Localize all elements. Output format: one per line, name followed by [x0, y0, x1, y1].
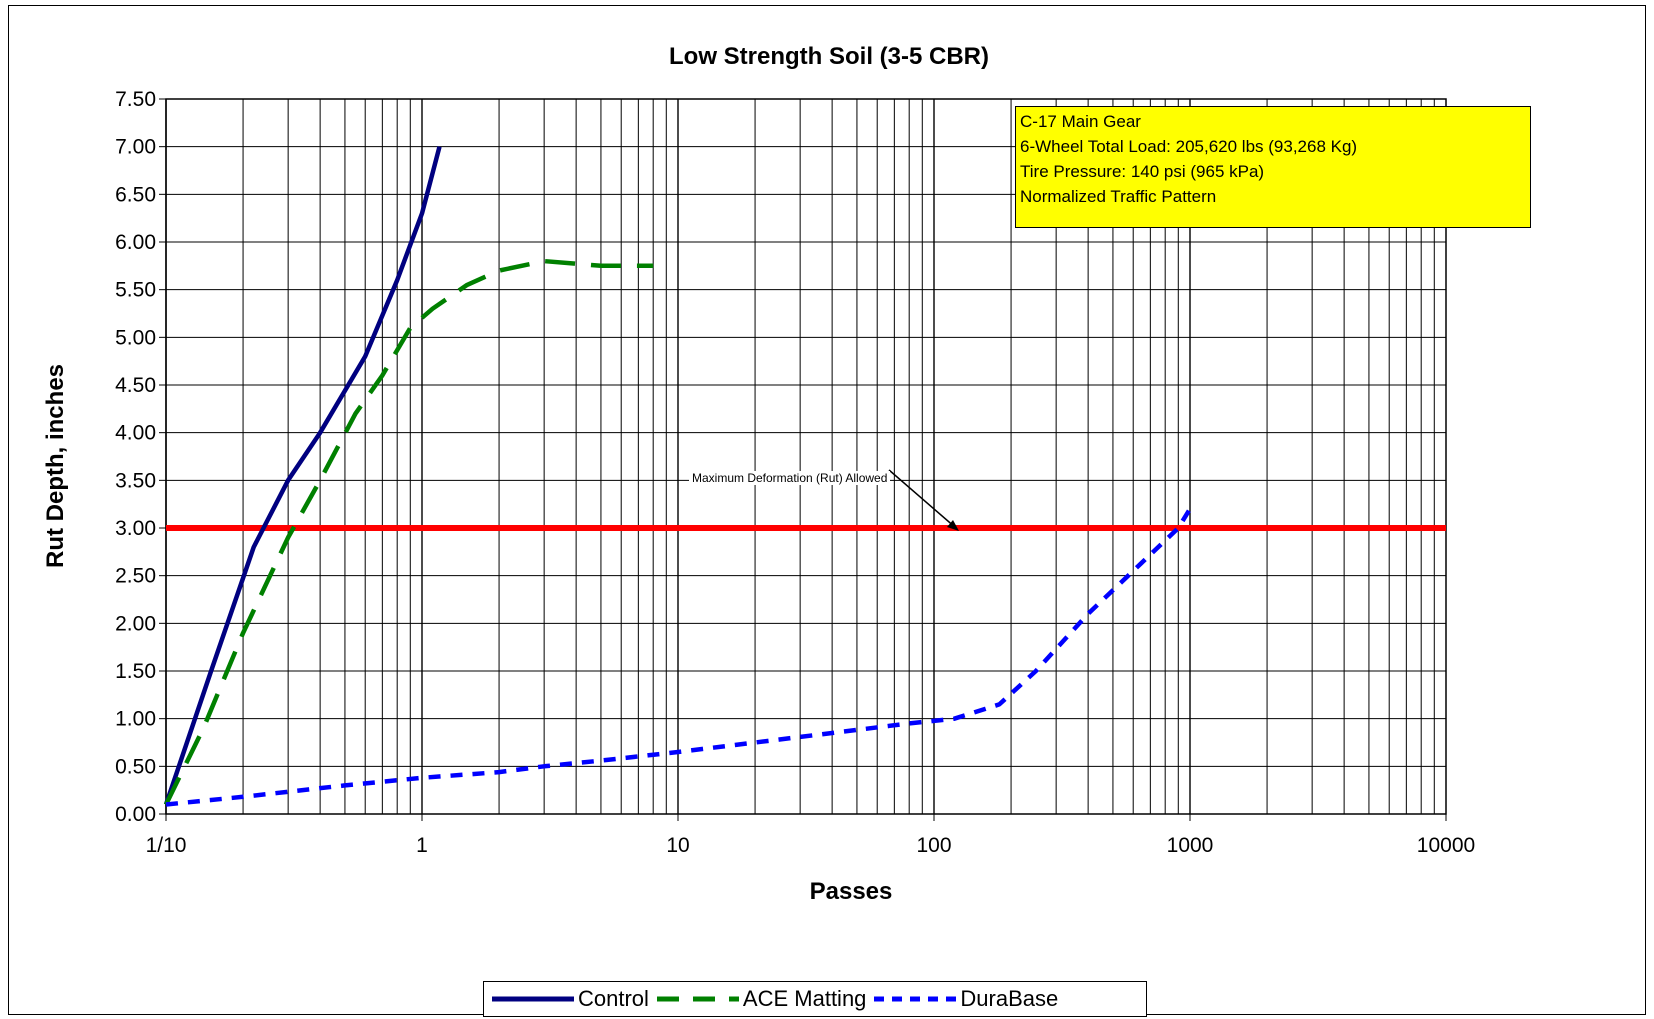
series-layer: [163, 146, 1192, 807]
plot-area: [165, 98, 1447, 815]
legend-swatch-durabase: [874, 996, 957, 1002]
y-tick-label: 0.00: [115, 803, 156, 826]
chart-svg: Low Strength Soil (3-5 CBR) 0.00 0.50 1.00…: [42, 43, 1475, 905]
legend-label-ace: ACE Matting: [742, 986, 867, 1011]
y-tick-label: 4.00: [115, 422, 156, 445]
info-line-load: 6-Wheel Total Load: 205,620 lbs (93,268 …: [1020, 137, 1358, 156]
legend-swatch-control: [492, 996, 574, 1002]
y-tick-label: 3.50: [115, 469, 156, 492]
y-axis-ticks: 0.00 0.50 1.00 1.50 2.00 2.50 3.00 3.50 4.00 4.50…: [115, 88, 166, 826]
chart-frame: Low Strength Soil (3-5 CBR) 0.00 0.50 1.00…: [8, 5, 1646, 1017]
series-line-control: [163, 146, 442, 806]
legend-item-durabase: DuraBase: [866, 986, 1058, 1012]
x-tick-label: 10: [666, 834, 689, 857]
series-line-durabase: [165, 507, 1192, 807]
y-axis-title: Rut Depth, inches: [42, 364, 69, 568]
y-tick-label: 0.50: [115, 755, 156, 778]
y-tick-label: 6.00: [115, 231, 156, 254]
annotation-arrow: [888, 469, 957, 529]
info-line-traffic: Normalized Traffic Pattern: [1020, 187, 1217, 206]
x-tick-label: 1/10: [146, 834, 187, 857]
x-axis-ticks: 1/10 1 10 100 1000 10000: [146, 814, 1475, 857]
legend-item-control: Control: [484, 986, 649, 1012]
legend-item-ace: ACE Matting: [649, 986, 867, 1012]
legend: Control ACE Matting DuraBase: [483, 981, 1147, 1017]
x-tick-label: 1: [416, 834, 428, 857]
info-box: C-17 Main Gear 6-Wheel Total Load: 205,6…: [1015, 106, 1531, 228]
series-line-ace-matting: [163, 258, 654, 806]
x-tick-label: 10000: [1417, 834, 1475, 857]
x-tick-label: 1000: [1167, 834, 1214, 857]
reference-line-annotation: Maximum Deformation (Rut) Allowed: [689, 471, 891, 485]
y-tick-label: 5.00: [115, 326, 156, 349]
y-tick-label: 2.50: [115, 565, 156, 588]
legend-swatch-ace: [656, 996, 739, 1002]
x-tick-label: 100: [916, 834, 951, 857]
y-tick-label: 4.50: [115, 374, 156, 397]
y-tick-label: 5.50: [115, 279, 156, 302]
y-tick-label: 7.50: [115, 88, 156, 111]
legend-label-durabase: DuraBase: [960, 986, 1059, 1011]
y-tick-label: 1.00: [115, 708, 156, 731]
info-line-gear: C-17 Main Gear: [1020, 112, 1141, 131]
chart-title: Low Strength Soil (3-5 CBR): [669, 43, 989, 70]
x-axis-title: Passes: [810, 878, 893, 905]
y-tick-label: 6.50: [115, 183, 156, 206]
y-tick-label: 3.00: [115, 517, 156, 540]
y-tick-label: 1.50: [115, 660, 156, 683]
info-line-pressure: Tire Pressure: 140 psi (965 kPa): [1020, 162, 1265, 181]
legend-label-control: Control: [578, 986, 649, 1011]
y-tick-label: 2.00: [115, 612, 156, 635]
annotation-arrowhead: [947, 520, 959, 531]
y-tick-label: 7.00: [115, 136, 156, 159]
